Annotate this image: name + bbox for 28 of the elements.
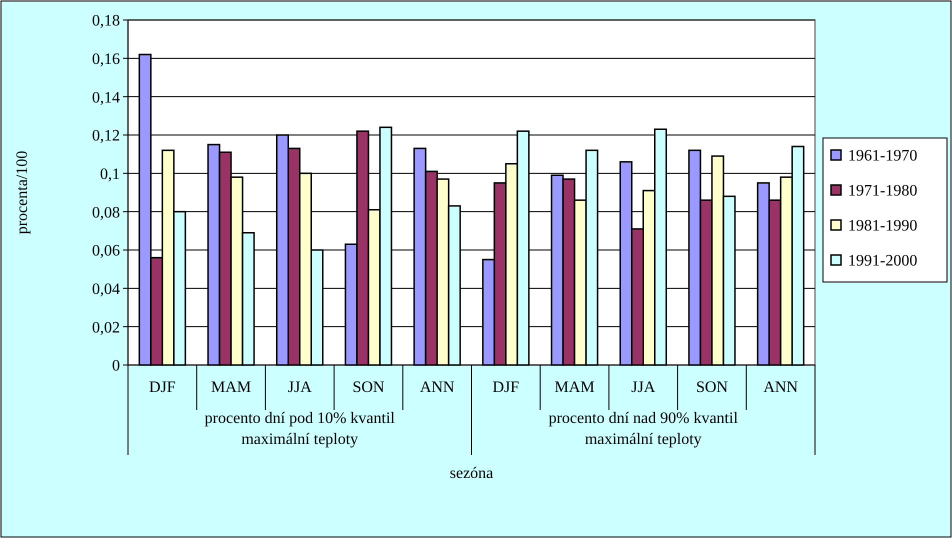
text: procento dní nad 90% kvantil maximální teploty (548, 410, 738, 448)
y-tick-label: 0,04 (92, 280, 120, 298)
x-tick-label: ANN (420, 379, 455, 396)
x-tick-label: JJA (631, 379, 656, 396)
x-tick-label: ANN (763, 379, 798, 396)
x-tick-label: MAM (554, 379, 595, 396)
y-tick-label: 0,1 (100, 166, 120, 183)
x-tick-label: MAM (211, 379, 252, 396)
y-axis-title: procenta/100 (14, 150, 31, 234)
legend-label: 1971-1980 (848, 182, 918, 200)
x-tick-label: JJA (288, 379, 312, 396)
x-tick-label: DJF (149, 379, 176, 396)
y-tick-label: 0,12 (92, 128, 120, 145)
legend-label: 1981-1990 (848, 218, 918, 235)
legend-label: 1961-1970 (848, 148, 918, 165)
x-tick-label: SON (352, 379, 385, 396)
y-tick-label: 0,02 (92, 319, 120, 336)
x-tick-label: DJF (492, 379, 520, 396)
y-tick-label: 0,18 (92, 12, 120, 30)
y-tick-label: 0,06 (92, 242, 120, 260)
y-tick-label: 0,14 (92, 89, 120, 106)
x-axis-title: sezóna (450, 465, 494, 482)
y-tick-label: 0,16 (92, 50, 120, 68)
y-tick-label: 0,08 (92, 204, 120, 222)
x-tick-label: SON (696, 379, 728, 396)
legend-label: 1991-2000 (848, 252, 918, 270)
y-tick-label: 0 (112, 358, 120, 375)
text: procento dní pod 10% kvantil maximální teploty (204, 410, 396, 448)
